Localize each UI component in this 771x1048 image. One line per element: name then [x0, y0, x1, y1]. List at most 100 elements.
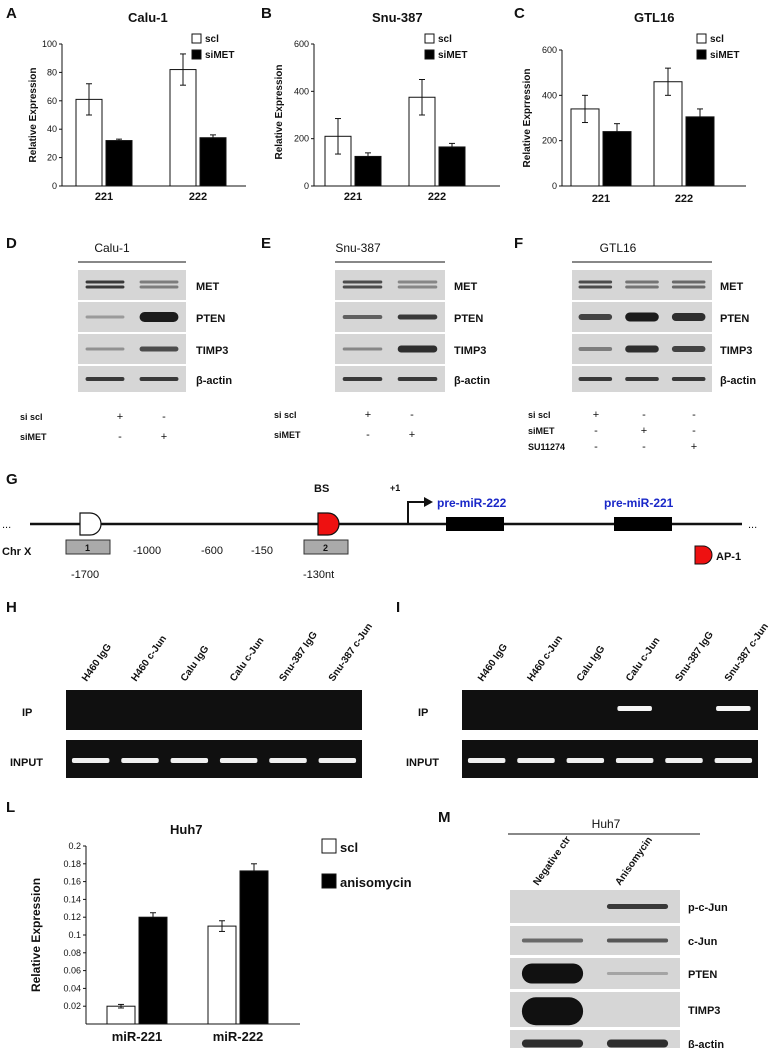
- treatment-sign: +: [365, 409, 371, 421]
- treatment-sign: +: [641, 425, 647, 437]
- blot-strip-1-band: [85, 315, 125, 319]
- box-2-label: 2: [323, 543, 328, 553]
- treatment-sign: -: [594, 441, 598, 453]
- bar-anisomycin: [239, 870, 269, 1025]
- band-label: TIMP3: [720, 345, 752, 357]
- band-label: MET: [454, 281, 478, 293]
- ip-gel: [66, 690, 362, 730]
- treatment-label: siMET: [274, 430, 301, 440]
- blot-strip-3-band: [139, 377, 179, 381]
- chart-title: Huh7: [170, 822, 203, 837]
- blot-strip-3-band: [85, 377, 125, 381]
- category-label: miR-222: [213, 1029, 264, 1044]
- input-band: [219, 758, 258, 763]
- blot-strip-2-band: [397, 345, 438, 353]
- blot-strip-1-band: [625, 312, 659, 322]
- input-band: [517, 758, 555, 763]
- legend-swatch-siMET: [696, 49, 707, 60]
- bar-siMET: [199, 137, 227, 187]
- input-band: [71, 758, 110, 763]
- blot-strip-0-band: [625, 285, 659, 289]
- y-tick-label: 0.2: [68, 841, 81, 851]
- genome-diagram: ... ... BS +1 pre-miR-222 pre-miR-221 Ch…: [2, 483, 757, 581]
- blot-strip-0-background: [335, 270, 445, 300]
- input-band: [269, 758, 307, 763]
- tss-arrow: [407, 501, 424, 524]
- y-tick-label: 80: [47, 67, 57, 77]
- bar-siMET: [602, 131, 632, 187]
- treatment-sign: +: [409, 429, 415, 441]
- treatment-sign: +: [691, 441, 697, 453]
- band-label: β-actin: [454, 375, 490, 387]
- bar-siMET: [438, 146, 466, 187]
- panel-letter-c: C: [514, 5, 525, 22]
- lane-label: H460 IgG: [476, 642, 510, 684]
- blot-strip-0-background: [572, 270, 712, 300]
- panel-letter-f: F: [514, 235, 523, 252]
- lane-label: H460 IgG: [80, 642, 114, 684]
- bar-scl: [106, 1005, 136, 1025]
- treatment-sign: -: [410, 409, 414, 421]
- y-tick-label: 400: [294, 86, 309, 96]
- lane-label: Calu c-Jun: [624, 636, 662, 684]
- pos-1700: -1700: [71, 569, 99, 581]
- y-tick-label: 0: [52, 181, 57, 191]
- blot-strip-0-band: [139, 285, 179, 289]
- ellipsis-right: ...: [748, 519, 757, 531]
- category-label: 221: [592, 193, 610, 205]
- ip-band: [617, 706, 652, 711]
- y-tick-label: 600: [294, 39, 309, 49]
- panel-letter-g: G: [6, 471, 18, 488]
- treatment-sign: +: [593, 409, 599, 421]
- lane-label: H460 c-Jun: [525, 634, 565, 684]
- blot-strip-0-band: [578, 285, 613, 289]
- band-label: MET: [720, 281, 744, 293]
- panel-letter-e: E: [261, 235, 271, 252]
- box-1-label: 1: [85, 543, 90, 553]
- western-blot-e: Snu-387 MET PTEN TIMP3 β-actin si scl + - siMET -…: [274, 241, 490, 441]
- pos-600: -600: [201, 545, 223, 557]
- blot-strip-4-band: [606, 1039, 669, 1048]
- y-tick-label: 60: [47, 96, 57, 106]
- box-2: [303, 539, 349, 555]
- chart-huh7: Huh7 0.02 0.04 0.06 0.08 0.1 0.12 0.14 0.16 0.18 0…: [29, 822, 412, 1044]
- blot-strip-1-band: [578, 314, 613, 320]
- legend-label-siMET: siMET: [205, 50, 234, 61]
- y-tick-label: 0.04: [63, 983, 81, 993]
- blot-strip-2-band: [671, 346, 706, 352]
- blot-strip-0-band: [85, 285, 125, 289]
- legend-label-scl: scl: [710, 34, 724, 45]
- chr-label: Chr X: [2, 546, 32, 558]
- y-axis-label: Relative Expression: [274, 64, 285, 159]
- y-tick-label: 200: [542, 136, 557, 146]
- treatment-sign: -: [642, 441, 646, 453]
- ip-label: IP: [22, 707, 32, 719]
- blot-strip-2-band: [625, 345, 659, 353]
- input-band: [566, 758, 605, 763]
- treatment-label: SU11274: [528, 442, 565, 452]
- panel-letter-a: A: [6, 5, 17, 22]
- y-tick-label: 0.14: [63, 894, 81, 904]
- blot-strip-2-band: [139, 346, 179, 352]
- treatment-sign: -: [118, 431, 122, 443]
- blot-strip-3-band: [671, 377, 706, 381]
- band-label: c-Jun: [688, 936, 718, 948]
- treatment-sign: -: [162, 411, 166, 423]
- ap1-legend-shape: [694, 545, 713, 565]
- chart-snu387: Snu-387 0 200 400 600 Relative Expression 221 2…: [274, 10, 500, 203]
- ip-label: IP: [418, 707, 428, 719]
- y-tick-label: 400: [542, 90, 557, 100]
- lane-label: Calu IgG: [575, 644, 608, 684]
- western-blot-m: Huh7 Negative ctr Anisomycin p-c-Jun c-Jun PT…: [508, 817, 728, 1048]
- band-label: TIMP3: [454, 345, 486, 357]
- lane-label: Calu IgG: [179, 644, 212, 684]
- pre-mir-221-label: pre-miR-221: [604, 496, 674, 510]
- treatment-label: siMET: [20, 432, 47, 442]
- band-label: MET: [196, 281, 220, 293]
- input-band: [615, 758, 654, 763]
- panel-letter-m: M: [438, 809, 451, 826]
- panel-letter-d: D: [6, 235, 17, 252]
- chip-gel-i: H460 IgG H460 c-Jun Calu IgG Calu c-Jun Snu-…: [406, 621, 771, 778]
- panel-letter-h: H: [6, 599, 17, 616]
- treatment-sign: -: [692, 425, 696, 437]
